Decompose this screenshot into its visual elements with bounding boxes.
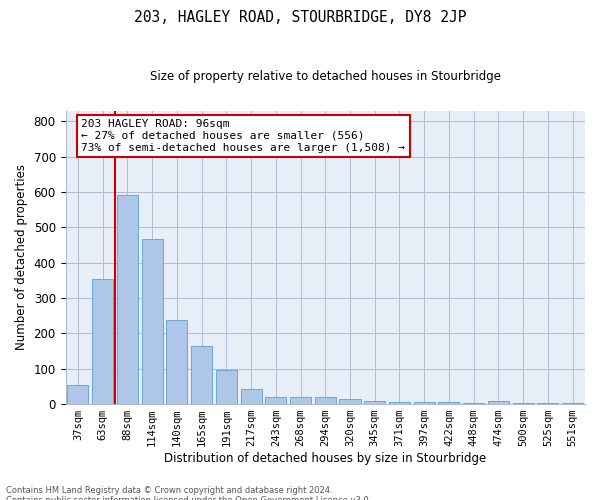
Bar: [216, 370, 237, 404]
Bar: [488, 401, 509, 404]
Bar: [538, 402, 559, 404]
Text: Contains public sector information licensed under the Open Government Licence v3: Contains public sector information licen…: [6, 496, 371, 500]
Bar: [315, 398, 336, 404]
X-axis label: Distribution of detached houses by size in Stourbridge: Distribution of detached houses by size …: [164, 452, 487, 465]
Bar: [166, 320, 187, 404]
Text: 203, HAGLEY ROAD, STOURBRIDGE, DY8 2JP: 203, HAGLEY ROAD, STOURBRIDGE, DY8 2JP: [134, 10, 466, 25]
Bar: [117, 196, 138, 404]
Bar: [562, 402, 583, 404]
Bar: [191, 346, 212, 404]
Text: Contains HM Land Registry data © Crown copyright and database right 2024.: Contains HM Land Registry data © Crown c…: [6, 486, 332, 495]
Bar: [92, 278, 113, 404]
Bar: [463, 403, 484, 404]
Bar: [512, 403, 533, 404]
Bar: [290, 398, 311, 404]
Bar: [67, 384, 88, 404]
Y-axis label: Number of detached properties: Number of detached properties: [15, 164, 28, 350]
Bar: [265, 397, 286, 404]
Bar: [340, 400, 361, 404]
Bar: [439, 402, 460, 404]
Bar: [364, 402, 385, 404]
Bar: [389, 402, 410, 404]
Bar: [413, 402, 435, 404]
Title: Size of property relative to detached houses in Stourbridge: Size of property relative to detached ho…: [150, 70, 501, 83]
Bar: [241, 388, 262, 404]
Text: 203 HAGLEY ROAD: 96sqm
← 27% of detached houses are smaller (556)
73% of semi-de: 203 HAGLEY ROAD: 96sqm ← 27% of detached…: [81, 120, 405, 152]
Bar: [142, 239, 163, 404]
